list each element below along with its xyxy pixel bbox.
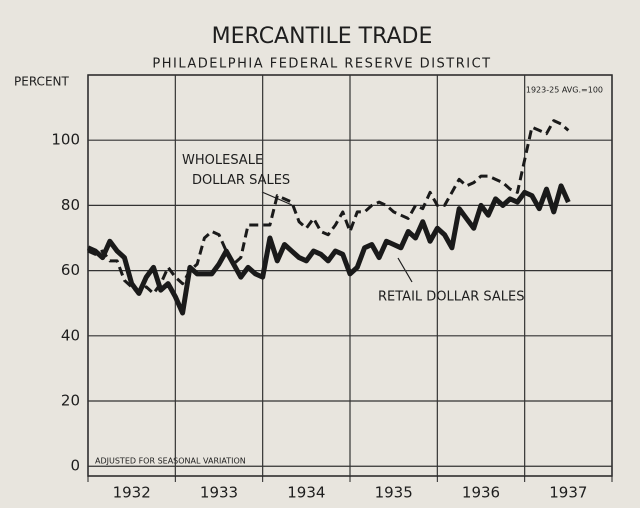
x-tick-label: 1937 bbox=[549, 484, 587, 502]
chart-title: MERCANTILE TRADE bbox=[212, 24, 433, 49]
x-tick-label: 1932 bbox=[113, 484, 151, 502]
series-label: WHOLESALE DOLLAR SALES bbox=[182, 153, 290, 188]
y-tick-label: 20 bbox=[61, 392, 80, 410]
footnote: ADJUSTED FOR SEASONAL VARIATION bbox=[95, 457, 246, 466]
data-line bbox=[87, 119, 570, 295]
series-label: RETAIL DOLLAR SALES bbox=[378, 290, 524, 305]
base-note: 1923-25 AVG.=100 bbox=[526, 86, 603, 95]
x-tick-label: 1934 bbox=[287, 484, 325, 502]
y-tick-label: 100 bbox=[51, 131, 80, 149]
chart-subtitle: PHILADELPHIA FEDERAL RESERVE DISTRICT bbox=[152, 57, 491, 72]
y-axis-label: PERCENT bbox=[14, 75, 69, 89]
y-tick-label: 0 bbox=[70, 457, 80, 475]
y-tick-label: 80 bbox=[61, 196, 80, 214]
annotation-pointer bbox=[397, 257, 413, 283]
x-tick-label: 1936 bbox=[462, 484, 500, 502]
x-tick-label: 1933 bbox=[200, 484, 238, 502]
y-tick-label: 60 bbox=[61, 261, 80, 279]
data-line bbox=[86, 183, 571, 316]
x-tick-label: 1935 bbox=[375, 484, 413, 502]
y-tick-label: 40 bbox=[61, 326, 80, 344]
